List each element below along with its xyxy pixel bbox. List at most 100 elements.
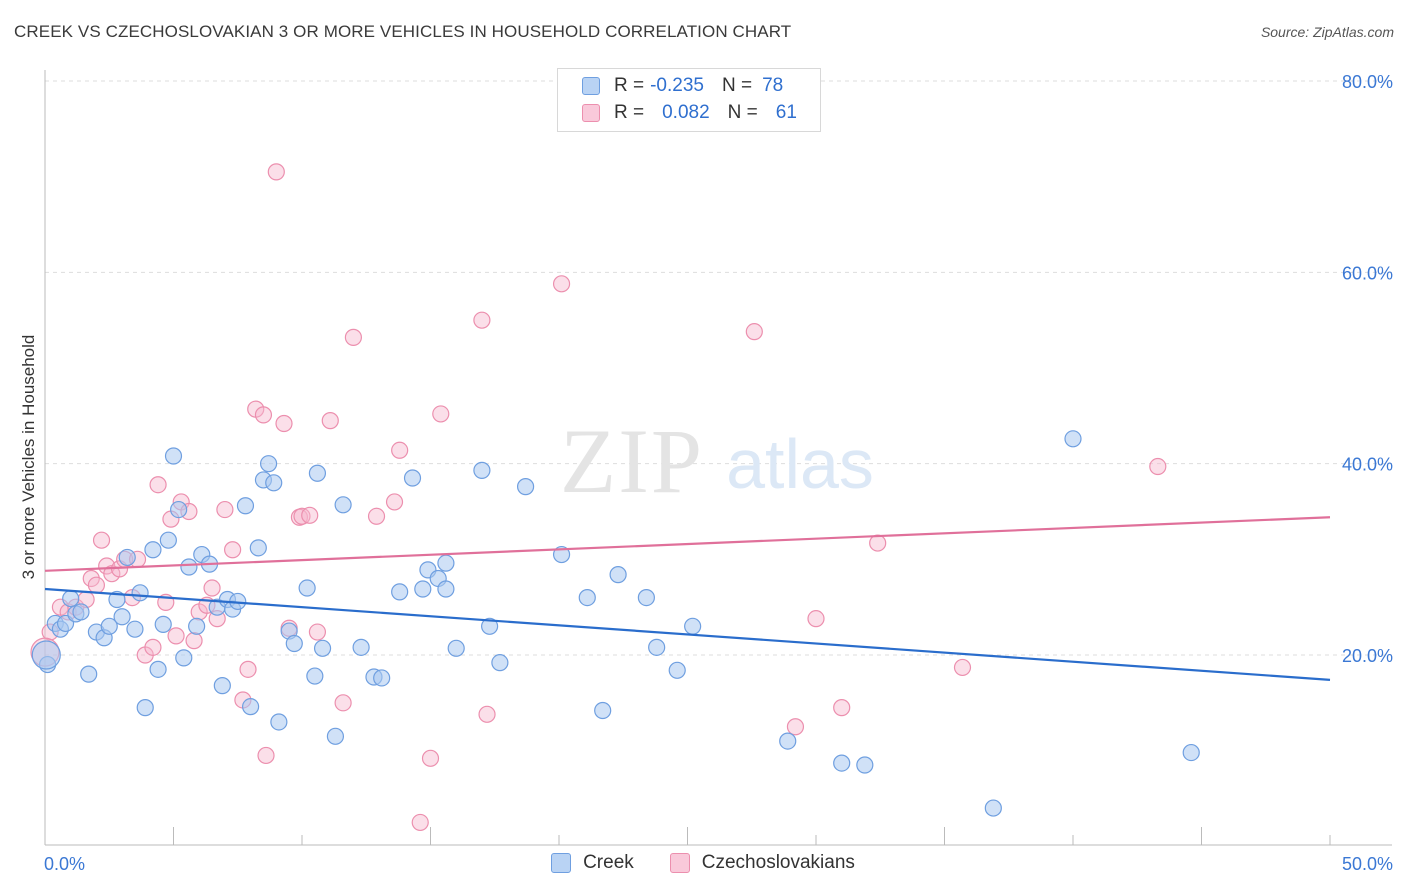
creek-point-10 <box>100 617 118 635</box>
creek-point-34 <box>242 698 260 716</box>
legend-swatch-czech <box>669 853 690 873</box>
creek-point-52 <box>403 469 422 487</box>
watermark: ZIP atlas <box>560 410 874 512</box>
legend-n-label: N = <box>721 75 753 96</box>
legend-swatch-creek <box>551 853 572 873</box>
czech-point-45 <box>391 441 409 459</box>
czech-point-28 <box>224 541 242 559</box>
creek-point-45 <box>313 639 332 657</box>
creek-point-61 <box>491 654 509 672</box>
creek-point-15 <box>131 584 149 602</box>
creek-point-50 <box>373 669 391 687</box>
creek-point-63 <box>552 545 571 564</box>
creek-point-38 <box>265 474 283 492</box>
creek-point-65 <box>594 701 612 720</box>
czech-point-54 <box>786 718 805 736</box>
legend-swatch-creek <box>582 77 600 95</box>
creek-point-46 <box>326 727 345 745</box>
creek-point-47 <box>334 496 352 514</box>
legend-row-creek: R = -0.235 N = 78 <box>582 74 783 98</box>
creek-point-41 <box>285 634 303 653</box>
creek-point-35 <box>249 539 267 557</box>
creek-point-23 <box>175 649 193 667</box>
creek-point-60 <box>481 617 499 635</box>
legend-label-czech: Czechoslovakians <box>701 852 855 873</box>
creek-point-71 <box>779 732 797 750</box>
axes <box>44 70 1392 846</box>
creek-point-56 <box>437 554 455 572</box>
czech-point-47 <box>411 813 429 832</box>
creek-point-69 <box>668 661 686 679</box>
creek-trend-line <box>44 587 1331 681</box>
legend-r-value: -0.235 <box>650 75 704 96</box>
czech-point-49 <box>432 405 450 423</box>
creek-point-16 <box>136 699 154 717</box>
legend-label-creek: Creek <box>583 852 634 873</box>
czech-point-43 <box>344 328 362 346</box>
creek-point-22 <box>170 500 188 519</box>
czech-point-19 <box>167 627 185 645</box>
czech-point-16 <box>149 476 167 494</box>
creek-point-72 <box>833 754 851 772</box>
creek-point-37 <box>259 455 278 473</box>
czech-point-58 <box>953 658 972 677</box>
czech-point-59 <box>1149 457 1167 476</box>
creek-point-68 <box>648 638 666 656</box>
legend-item-creek[interactable]: Creek <box>551 852 634 874</box>
czech-point-52 <box>552 275 571 293</box>
correlation-legend: R = -0.235 N = 78 R = 0.082 N = 61 <box>557 68 821 132</box>
creek-point-29 <box>213 677 231 695</box>
creek-point-42 <box>298 579 316 597</box>
legend-swatch-czech <box>582 104 600 122</box>
watermark-atlas: atlas <box>726 425 874 503</box>
creek-point-7 <box>80 665 98 683</box>
czech-point-40 <box>308 623 327 641</box>
czech-point-30 <box>239 660 257 678</box>
creek-point-74 <box>984 799 1002 817</box>
czech-point-42 <box>334 694 352 712</box>
creek-point-58 <box>447 639 465 657</box>
trend-lines <box>44 516 1331 681</box>
czech-point-44 <box>367 507 386 525</box>
czech-point-53 <box>745 323 763 341</box>
legend-r-value: 0.082 <box>662 102 710 123</box>
creek-point-76 <box>1182 743 1200 762</box>
czech-point-33 <box>257 746 275 765</box>
watermark-zip: ZIP <box>560 410 704 512</box>
y-tick-label-80: 80.0% <box>1342 72 1393 92</box>
czech-point-55 <box>807 610 825 628</box>
legend-row-czech: R = 0.082 N = 61 <box>582 101 797 125</box>
creek-point-33 <box>236 497 255 515</box>
czech-point-48 <box>421 749 440 767</box>
chart-title: CREEK VS CZECHOSLOVAKIAN 3 OR MORE VEHIC… <box>14 22 792 41</box>
creek-point-12 <box>113 608 131 626</box>
czech-trend-line <box>44 516 1331 572</box>
creek-point-77 <box>31 640 61 670</box>
creek-point-21 <box>164 447 183 465</box>
legend-r-label: R = <box>614 102 645 123</box>
creek-point-66 <box>609 566 627 584</box>
creek-point-11 <box>108 590 126 609</box>
creek-point-64 <box>578 588 596 607</box>
creek-point-59 <box>473 461 491 479</box>
x-tick-label-0: 0.0% <box>44 854 85 874</box>
creek-point-4 <box>62 589 80 608</box>
czech-point-6 <box>87 576 106 594</box>
czech-point-41 <box>321 412 339 430</box>
czech-point-32 <box>254 406 273 424</box>
creek-point-48 <box>352 638 370 656</box>
creek-point-67 <box>637 588 655 607</box>
creek-point-75 <box>1064 430 1082 448</box>
legend-n-value: 78 <box>762 75 784 96</box>
source-label: Source: ZipAtlas.com <box>1260 24 1394 40</box>
grid-lines <box>45 80 1392 656</box>
creek-point-17 <box>144 541 162 559</box>
legend-item-czech[interactable]: Czechoslovakians <box>669 852 855 874</box>
czech-point-7 <box>92 531 111 549</box>
tick-labels: 20.0% 40.0% 60.0% 80.0% 0.0% 50.0% <box>44 72 1393 874</box>
y-tick-label-40: 40.0% <box>1342 455 1393 475</box>
czech-point-46 <box>385 493 404 511</box>
creek-point-13 <box>118 548 136 567</box>
creek-point-6 <box>72 603 90 621</box>
